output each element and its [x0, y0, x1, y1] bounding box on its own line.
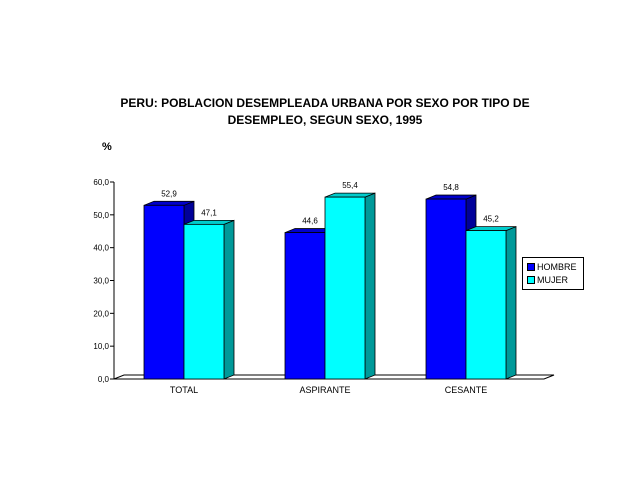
y-tick-label: 60,0 — [93, 178, 109, 187]
legend-label-hombre: HOMBRE — [537, 262, 577, 272]
x-tick-label: CESANTE — [445, 385, 488, 395]
y-axis-unit-label: % — [102, 141, 112, 153]
bar-mujer-aspirante — [324, 196, 366, 380]
bar-mujer-cesante — [465, 230, 507, 380]
y-tick-label: 50,0 — [93, 211, 109, 220]
x-tick-label: TOTAL — [170, 385, 198, 395]
legend-swatch-mujer — [527, 275, 535, 284]
bar-top — [425, 194, 477, 200]
legend-item-hombre: HOMBRE — [527, 261, 577, 273]
bar-top — [143, 200, 195, 206]
bar-top — [324, 192, 376, 198]
bar-hombre-aspirante — [284, 232, 326, 380]
chart-title: PERU: POBLACION DESEMPLEADA URBANA POR S… — [100, 95, 550, 129]
y-tick-label: 20,0 — [93, 309, 109, 318]
data-label: 47,1 — [201, 208, 217, 217]
data-label: 55,4 — [342, 181, 358, 190]
y-tick-label: 40,0 — [93, 244, 109, 253]
chart-title-line-2: DESEMPLEO, SEGUN SEXO, 1995 — [227, 113, 423, 127]
bar-mujer-total — [183, 223, 225, 380]
data-label: 52,9 — [161, 189, 177, 198]
x-tick-label: ASPIRANTE — [299, 385, 350, 395]
legend-label-mujer: MUJER — [537, 275, 568, 285]
legend-swatch-hombre — [527, 262, 535, 271]
bar-hombre-total — [143, 204, 185, 380]
bar-side — [364, 192, 376, 380]
bar-side — [223, 219, 235, 380]
bar-hombre-cesante — [425, 198, 467, 380]
data-label: 45,2 — [483, 215, 499, 224]
legend-item-mujer: MUJER — [527, 274, 568, 286]
data-label: 44,6 — [302, 217, 318, 226]
bar-side — [505, 226, 517, 380]
y-tick-label: 30,0 — [93, 277, 109, 286]
bar-top — [183, 219, 235, 225]
chart-title-line-1: PERU: POBLACION DESEMPLEADA URBANA POR S… — [120, 96, 530, 110]
legend: HOMBRE MUJER — [522, 257, 584, 290]
y-tick-label: 0,0 — [98, 375, 110, 384]
data-label: 54,8 — [443, 183, 459, 192]
y-tick-label: 10,0 — [93, 342, 109, 351]
bar-top — [465, 226, 517, 231]
